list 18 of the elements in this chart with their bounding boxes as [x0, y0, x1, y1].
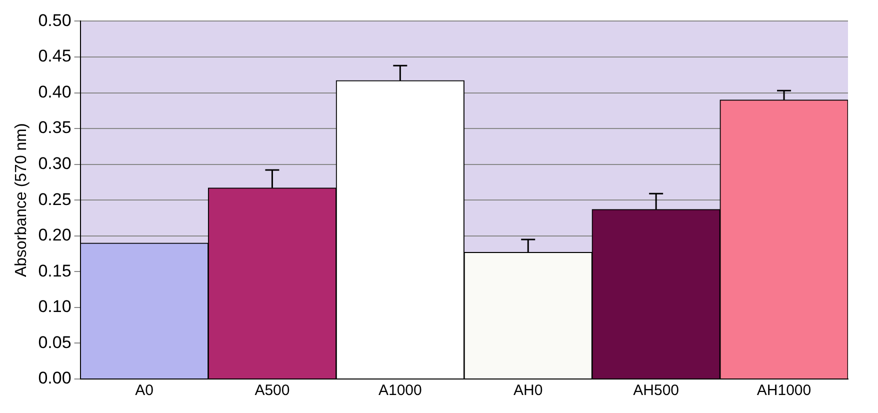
y-axis-title: Absorbance (570 nm) — [13, 123, 30, 278]
x-tick-label: A500 — [254, 382, 290, 400]
y-tick-label: 0.30 — [38, 154, 72, 174]
y-tick-label: 0.10 — [38, 297, 72, 316]
y-tick-label: 0.00 — [38, 368, 72, 388]
x-tick-label: A1000 — [378, 382, 422, 400]
y-tick-label: 0.15 — [38, 261, 72, 280]
x-tick-label: A0 — [135, 382, 154, 400]
y-tick-label: 0.05 — [38, 332, 72, 352]
y-tick-label: 0.50 — [38, 10, 72, 30]
y-tick-label: 0.35 — [38, 118, 72, 138]
y-tick-label: 0.40 — [38, 82, 72, 102]
y-tick-label: 0.25 — [38, 190, 72, 209]
y-tick-label: 0.45 — [38, 46, 72, 66]
x-tick-label: AH0 — [514, 382, 543, 400]
x-tick-label: AH500 — [633, 382, 680, 400]
y-tick-label: 0.20 — [38, 226, 72, 245]
x-tick-label: AH1000 — [756, 382, 812, 400]
